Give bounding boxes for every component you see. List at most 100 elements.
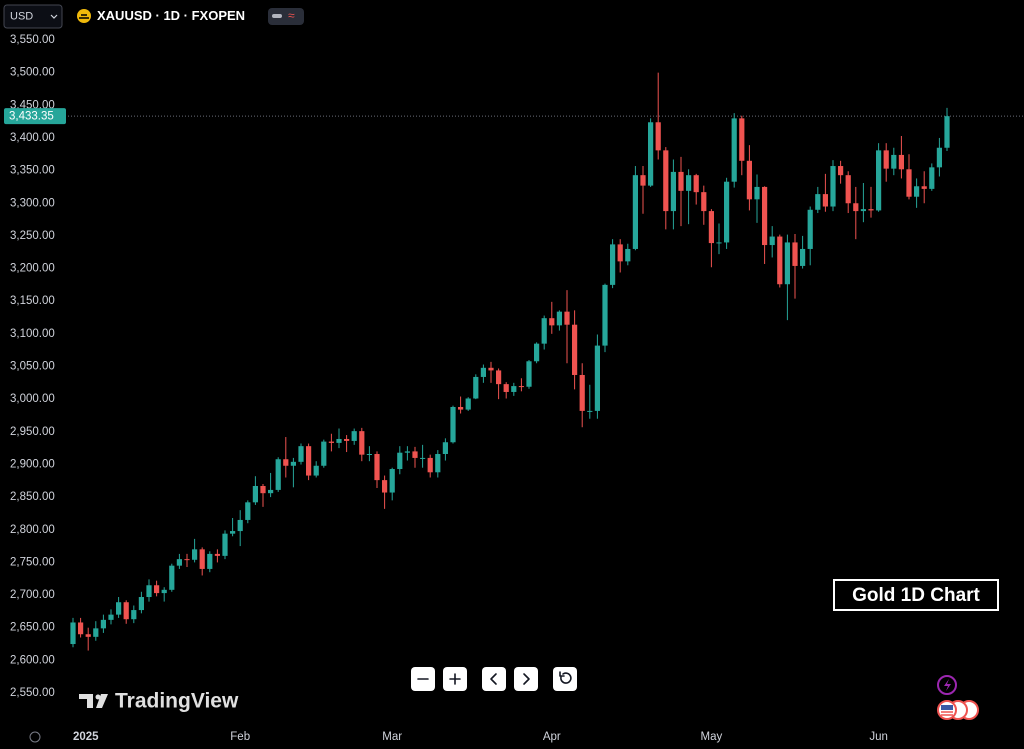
candle-body bbox=[610, 244, 616, 285]
candle-body bbox=[503, 384, 509, 392]
candle-body bbox=[914, 186, 920, 197]
candle-body bbox=[146, 585, 152, 598]
candle-body bbox=[108, 614, 114, 620]
candle-body bbox=[283, 459, 289, 466]
candle-body bbox=[663, 150, 669, 212]
candle-body bbox=[237, 519, 243, 532]
candle-body bbox=[898, 154, 904, 170]
candle-body bbox=[807, 209, 813, 249]
candle-body bbox=[100, 619, 106, 629]
zoom-in-button[interactable] bbox=[443, 667, 467, 691]
candle-body bbox=[161, 589, 167, 594]
candle-body bbox=[868, 209, 874, 211]
candle-body bbox=[480, 367, 486, 377]
candle-body bbox=[906, 169, 912, 197]
symbol-icon-bars bbox=[79, 14, 89, 19]
candle-body bbox=[93, 628, 99, 637]
y-tick-label: 2,650.00 bbox=[10, 622, 55, 634]
last-price-badge bbox=[4, 108, 66, 125]
y-tick-label: 3,050.00 bbox=[10, 361, 55, 373]
status-badge bbox=[268, 8, 304, 25]
reset-button[interactable] bbox=[553, 667, 577, 691]
candle-body bbox=[845, 175, 851, 204]
candle-body bbox=[404, 451, 410, 453]
candle-body bbox=[777, 236, 783, 285]
candle-body bbox=[192, 549, 198, 560]
symbol-select[interactable]: USD bbox=[3, 4, 63, 29]
candle-body bbox=[260, 485, 266, 494]
y-tick-label: 3,300.00 bbox=[10, 197, 55, 209]
zoom-out-button[interactable] bbox=[411, 667, 435, 691]
candle-body bbox=[648, 122, 654, 186]
candle-body bbox=[351, 431, 357, 441]
candle-body bbox=[252, 485, 258, 503]
candle-body bbox=[176, 559, 182, 566]
candle-body bbox=[359, 431, 365, 455]
candle-body bbox=[594, 345, 600, 411]
candle-body bbox=[587, 410, 593, 412]
scroll-right-button[interactable] bbox=[514, 667, 538, 691]
candle-body bbox=[268, 489, 274, 494]
candle-body bbox=[465, 398, 471, 410]
y-tick-label: 3,200.00 bbox=[10, 263, 55, 275]
alert-bolt bbox=[944, 679, 951, 691]
y-tick-label: 3,550.00 bbox=[10, 34, 55, 46]
candle-body bbox=[374, 454, 380, 481]
y-tick-label: 2,950.00 bbox=[10, 426, 55, 438]
candle-body bbox=[815, 194, 821, 210]
scroll-left-button[interactable] bbox=[482, 667, 506, 691]
candle-body bbox=[731, 118, 737, 182]
y-tick-label: 2,700.00 bbox=[10, 589, 55, 601]
candle-body bbox=[800, 248, 806, 266]
candle-body bbox=[921, 186, 927, 189]
candle-body bbox=[936, 147, 942, 168]
candle-body bbox=[328, 441, 334, 443]
candle-body bbox=[944, 116, 950, 148]
x-tick-label: 2025 bbox=[73, 731, 99, 743]
candle-body bbox=[442, 442, 448, 455]
candle-body bbox=[306, 446, 312, 476]
candle-body bbox=[131, 610, 137, 620]
x-tick-label: Apr bbox=[543, 731, 561, 743]
candle-body bbox=[214, 553, 220, 556]
candle-body bbox=[298, 446, 304, 462]
currency-label: USD bbox=[10, 10, 33, 22]
candle-body bbox=[792, 242, 798, 266]
candle-body bbox=[762, 186, 768, 246]
candle-body bbox=[670, 171, 676, 212]
symbol-box bbox=[3, 4, 63, 29]
candle-body bbox=[853, 203, 859, 212]
y-tick-label: 3,400.00 bbox=[10, 132, 55, 144]
candle-body bbox=[724, 181, 730, 243]
candle-body bbox=[769, 236, 775, 246]
candle-body bbox=[518, 386, 524, 388]
flag-stripes bbox=[941, 711, 953, 716]
candle-body bbox=[822, 194, 828, 207]
candle-body bbox=[534, 343, 540, 362]
annotation: Gold 1D Chart bbox=[852, 585, 980, 606]
candle-body bbox=[290, 461, 296, 466]
x-tick-label: Jun bbox=[869, 731, 888, 743]
candle-body bbox=[564, 311, 570, 325]
candle-body bbox=[686, 175, 692, 191]
candle-body bbox=[435, 454, 441, 473]
candle-body bbox=[541, 318, 547, 344]
candle-body bbox=[336, 438, 342, 443]
y-tick-label: 2,800.00 bbox=[10, 524, 55, 536]
candle-body bbox=[632, 175, 638, 249]
candle-body bbox=[207, 553, 213, 569]
candle-body bbox=[496, 370, 502, 385]
candle-body bbox=[222, 533, 228, 556]
candle-body bbox=[746, 160, 752, 200]
candle-body bbox=[716, 242, 722, 244]
candle-body bbox=[154, 585, 160, 594]
candle-body bbox=[739, 118, 745, 161]
settings-icon[interactable] bbox=[29, 731, 41, 743]
candle-body bbox=[397, 452, 403, 470]
candle-body bbox=[412, 451, 418, 458]
candle-body bbox=[838, 166, 844, 176]
candle-body bbox=[85, 634, 91, 637]
candle-body bbox=[450, 406, 456, 443]
